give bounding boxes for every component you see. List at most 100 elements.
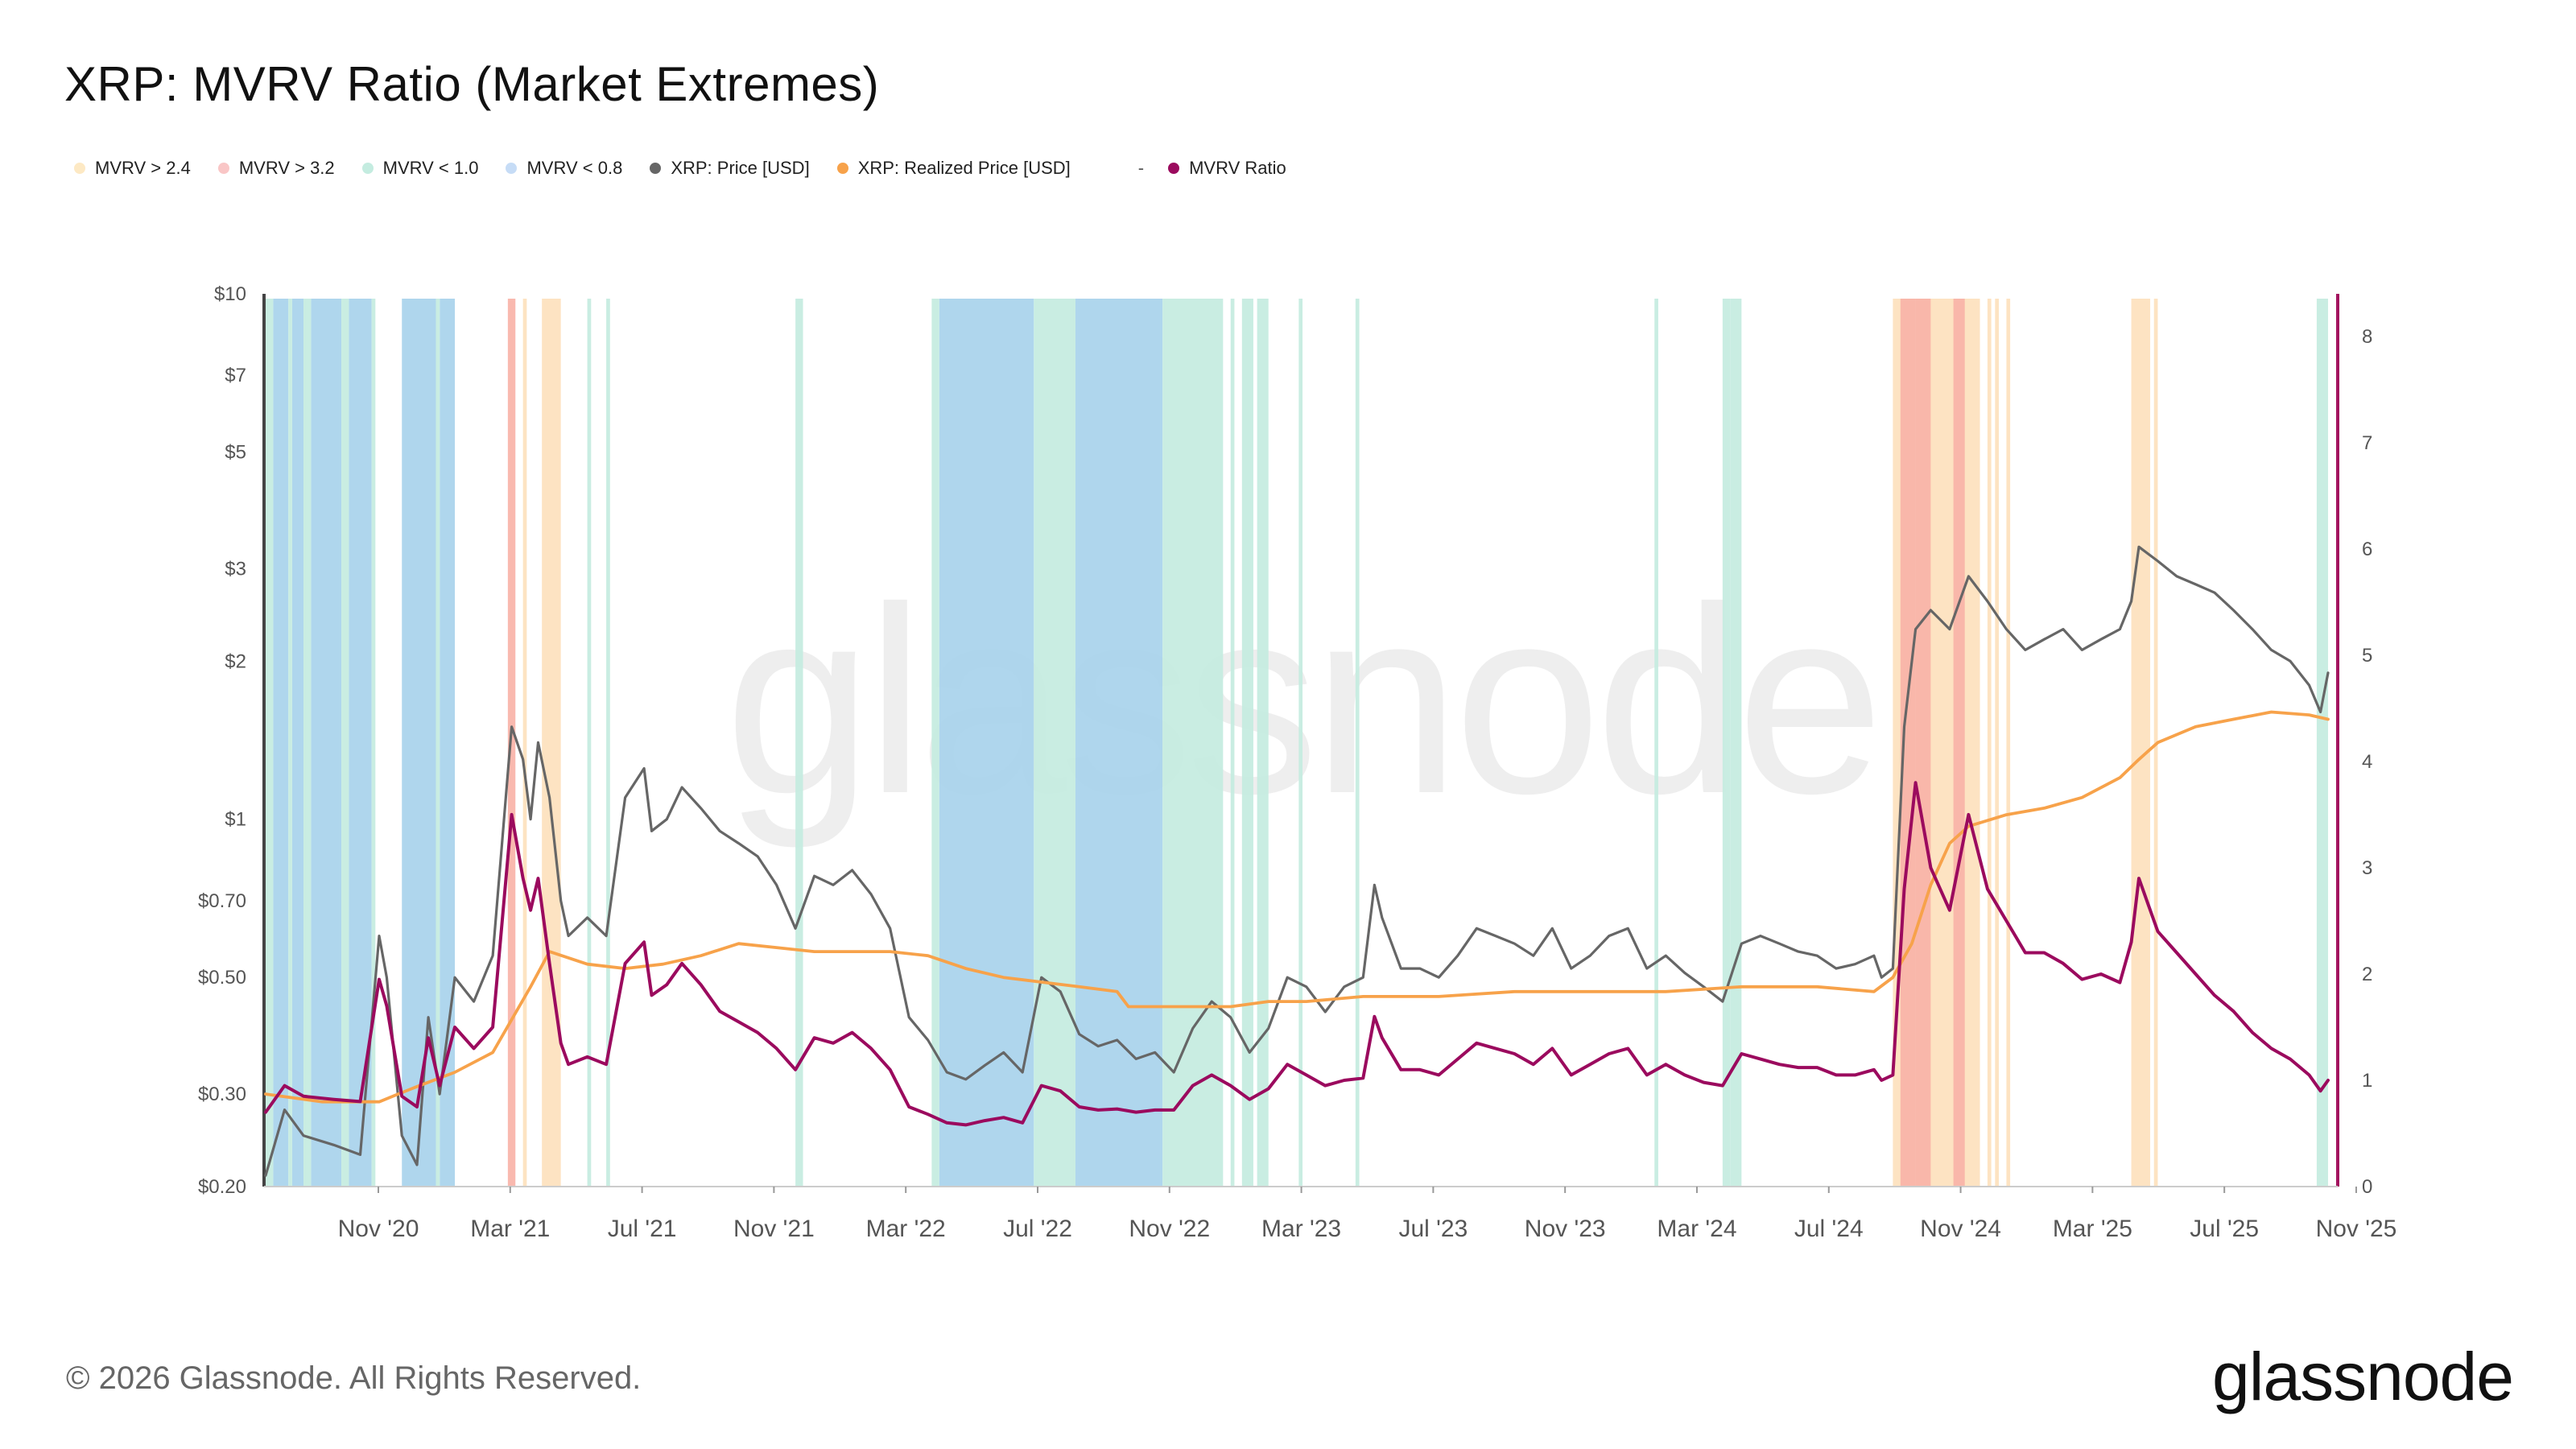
y-right-tick-label: 0	[2362, 1176, 2372, 1198]
x-tick-label: Jul '22	[1003, 1216, 1072, 1242]
x-tick-label: Nov '25	[2316, 1216, 2397, 1242]
band-rect	[288, 299, 292, 1187]
x-tick-label: Mar '24	[1657, 1216, 1736, 1242]
y-left-tick-label: $0.50	[198, 967, 246, 989]
legend-item-xrp-price[interactable]: XRP: Price [USD]	[650, 158, 810, 179]
band-rect	[291, 299, 304, 1187]
band-rect	[273, 299, 289, 1187]
series-line	[264, 545, 2330, 1177]
x-tick-label: Mar '25	[2053, 1216, 2132, 1242]
band-rect	[349, 299, 372, 1187]
legend-label: XRP: Realized Price [USD]	[857, 158, 1071, 178]
legend-separator: -	[1137, 158, 1145, 178]
x-tick-label: Nov '24	[1920, 1216, 2001, 1242]
band-rect	[1241, 299, 1253, 1187]
legend-dot-icon	[836, 163, 848, 174]
legend-dot-icon	[217, 163, 229, 174]
band-rect	[931, 299, 939, 1187]
band-rect	[1987, 299, 1992, 1187]
band-rect	[436, 299, 440, 1187]
x-tick-label: Mar '23	[1261, 1216, 1341, 1242]
legend-dot-icon	[1168, 163, 1180, 174]
band-rect	[1995, 299, 2000, 1187]
y-left-tick-label: $1	[225, 809, 246, 831]
band-rect	[371, 299, 376, 1187]
band-rect	[1230, 299, 1235, 1187]
band-rect	[341, 299, 349, 1187]
x-tick-label: Nov '21	[733, 1216, 815, 1242]
y-right-tick-label: 6	[2362, 539, 2372, 560]
legend-label: MVRV < 1.0	[382, 158, 479, 178]
x-tick-label: Jul '24	[1794, 1216, 1864, 1242]
y-left-tick-label: $7	[225, 365, 246, 386]
y-right-tick-label: 8	[2362, 326, 2372, 348]
band-rect	[939, 299, 1034, 1187]
band-rect	[542, 299, 561, 1187]
y-left-tick-label: $5	[225, 441, 246, 463]
band-rect	[311, 299, 342, 1187]
x-tick-label: Nov '23	[1525, 1216, 1606, 1242]
band-rect	[1953, 299, 1965, 1187]
x-tick-label: Nov '22	[1129, 1216, 1210, 1242]
y-left-tick-label: $10	[214, 283, 246, 305]
y-left-tick-label: $2	[225, 650, 246, 672]
y-right-tick-label: 3	[2362, 857, 2372, 879]
x-tick-label: Jul '23	[1398, 1216, 1468, 1242]
legend-label: MVRV < 0.8	[526, 158, 623, 178]
series-line	[264, 710, 2330, 1104]
band-rect	[522, 299, 527, 1187]
legend-dot-icon	[650, 163, 662, 174]
y-left-tick-label: $0.30	[198, 1084, 246, 1105]
band-rect	[606, 299, 610, 1187]
legend-dot-icon	[506, 163, 518, 174]
legend-item-mvrv-gt-3-2[interactable]: MVRV > 3.2	[217, 158, 335, 179]
y-right-tick-label: 7	[2362, 432, 2372, 454]
legend-dot-icon	[361, 163, 374, 174]
x-tick-label: Mar '22	[866, 1216, 946, 1242]
legend-label: MVRV > 2.4	[95, 158, 191, 178]
y-right-tick-label: 2	[2362, 964, 2372, 985]
copyright-footer: © 2026 Glassnode. All Rights Reserved.	[66, 1360, 642, 1396]
band-rect	[1257, 299, 1269, 1187]
y-right-tick-label: 4	[2362, 751, 2372, 773]
legend-label: MVRV Ratio	[1189, 158, 1286, 178]
legend-item-realized-price[interactable]: XRP: Realized Price [USD]	[836, 158, 1071, 179]
y-right-tick-label: 1	[2362, 1070, 2372, 1092]
y-left-tick-label: $0.70	[198, 890, 246, 912]
band-rect	[1034, 299, 1075, 1187]
band-rect	[587, 299, 592, 1187]
y-right-tick-label: 5	[2362, 645, 2372, 667]
band-rect	[1654, 299, 1658, 1187]
band-rect	[1298, 299, 1303, 1187]
band-rect	[1730, 299, 1742, 1187]
x-tick-label: Nov '20	[338, 1216, 419, 1242]
band-rect	[440, 299, 456, 1187]
legend-dot-icon	[74, 163, 85, 174]
band-rect	[2131, 299, 2151, 1187]
band-rect	[1900, 299, 1916, 1187]
glassnode-logo: glassnode	[2212, 1339, 2514, 1414]
y-left-tick-label: $0.20	[198, 1176, 246, 1198]
band-rect	[2316, 299, 2328, 1187]
legend-item-mvrv-lt-1-0[interactable]: MVRV < 1.0	[361, 158, 479, 179]
band-rect	[795, 299, 803, 1187]
legend-item-mvrv-ratio[interactable]: MVRV Ratio	[1168, 158, 1286, 179]
band-rect	[1355, 299, 1360, 1187]
legend-label: XRP: Price [USD]	[671, 158, 810, 178]
x-tick-label: Mar '21	[470, 1216, 550, 1242]
legend-item-mvrv-gt-2-4[interactable]: MVRV > 2.4	[74, 158, 191, 179]
band-rect	[266, 299, 274, 1187]
band-rect	[1915, 299, 1931, 1187]
chart-title: XRP: MVRV Ratio (Market Extremes)	[64, 57, 880, 111]
legend-item-mvrv-lt-0-8[interactable]: MVRV < 0.8	[506, 158, 622, 179]
legend-label: MVRV > 3.2	[238, 158, 335, 178]
y-left-tick-label: $3	[225, 558, 246, 580]
band-rect	[2006, 299, 2011, 1187]
x-tick-label: Jul '21	[608, 1216, 677, 1242]
band-rect	[303, 299, 312, 1187]
series-line	[264, 781, 2330, 1127]
x-tick-label: Jul '25	[2190, 1216, 2259, 1242]
legend: MVRV > 2.4 MVRV > 3.2 MVRV < 1.0 MVRV < …	[74, 158, 1314, 179]
band-rect	[1722, 299, 1731, 1187]
